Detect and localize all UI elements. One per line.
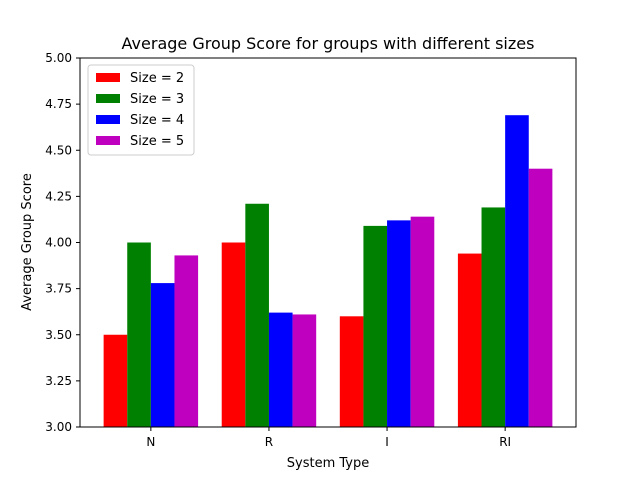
bar-r-series-3 bbox=[268, 312, 293, 427]
legend-swatch bbox=[96, 73, 120, 82]
bars-group bbox=[103, 115, 553, 427]
legend-swatch bbox=[96, 115, 120, 124]
bar-ri-series-4 bbox=[528, 168, 553, 427]
legend-label: Size = 5 bbox=[130, 134, 184, 149]
bar-i-series-1 bbox=[339, 316, 364, 427]
bar-ri-series-1 bbox=[457, 253, 482, 427]
x-tick-label: N bbox=[146, 435, 155, 449]
bar-n-series-4 bbox=[174, 255, 199, 427]
bar-i-series-4 bbox=[410, 216, 435, 427]
bar-n-series-3 bbox=[150, 283, 175, 427]
y-tick-label: 4.75 bbox=[45, 97, 72, 111]
y-axis-label: Average Group Score bbox=[20, 173, 35, 311]
legend-box bbox=[87, 64, 195, 156]
y-tick-label: 3.00 bbox=[45, 420, 72, 434]
bar-r-series-1 bbox=[221, 242, 246, 427]
y-tick-label: 3.25 bbox=[45, 374, 72, 388]
y-tick-label: 3.75 bbox=[45, 282, 72, 296]
bar-r-series-2 bbox=[245, 203, 269, 427]
axes-group: 3.003.253.503.754.004.254.504.755.00N R I R… bbox=[45, 51, 577, 449]
chart-title: Average Group Score for groups with diff… bbox=[122, 34, 535, 53]
bar-r-series-4 bbox=[292, 314, 317, 427]
bar-ri-series-3 bbox=[505, 115, 529, 427]
legend-label: Size = 3 bbox=[130, 92, 184, 107]
y-tick-label: 4.25 bbox=[45, 189, 72, 203]
bar-n-series-2 bbox=[127, 242, 151, 427]
y-tick-label: 5.00 bbox=[45, 51, 72, 65]
x-tick-label: RI bbox=[499, 435, 511, 449]
legend-label: Size = 4 bbox=[130, 113, 184, 128]
x-axis-label: System Type bbox=[287, 456, 369, 471]
y-tick-label: 4.00 bbox=[45, 236, 72, 250]
legend-label: Size = 2 bbox=[130, 71, 184, 86]
x-tick-label: I bbox=[385, 435, 389, 449]
x-tick-label: R bbox=[265, 435, 273, 449]
legend: Size = 2 Size = 3 Size = 4 Size = 5 bbox=[87, 64, 195, 156]
y-tick-label: 3.50 bbox=[45, 328, 72, 342]
bar-n-series-1 bbox=[103, 334, 128, 427]
bar-i-series-2 bbox=[363, 225, 388, 427]
bar-ri-series-2 bbox=[481, 207, 506, 427]
legend-swatch bbox=[96, 94, 120, 103]
bar-i-series-3 bbox=[387, 220, 411, 427]
y-tick-label: 4.50 bbox=[45, 143, 72, 157]
legend-swatch bbox=[96, 136, 120, 145]
